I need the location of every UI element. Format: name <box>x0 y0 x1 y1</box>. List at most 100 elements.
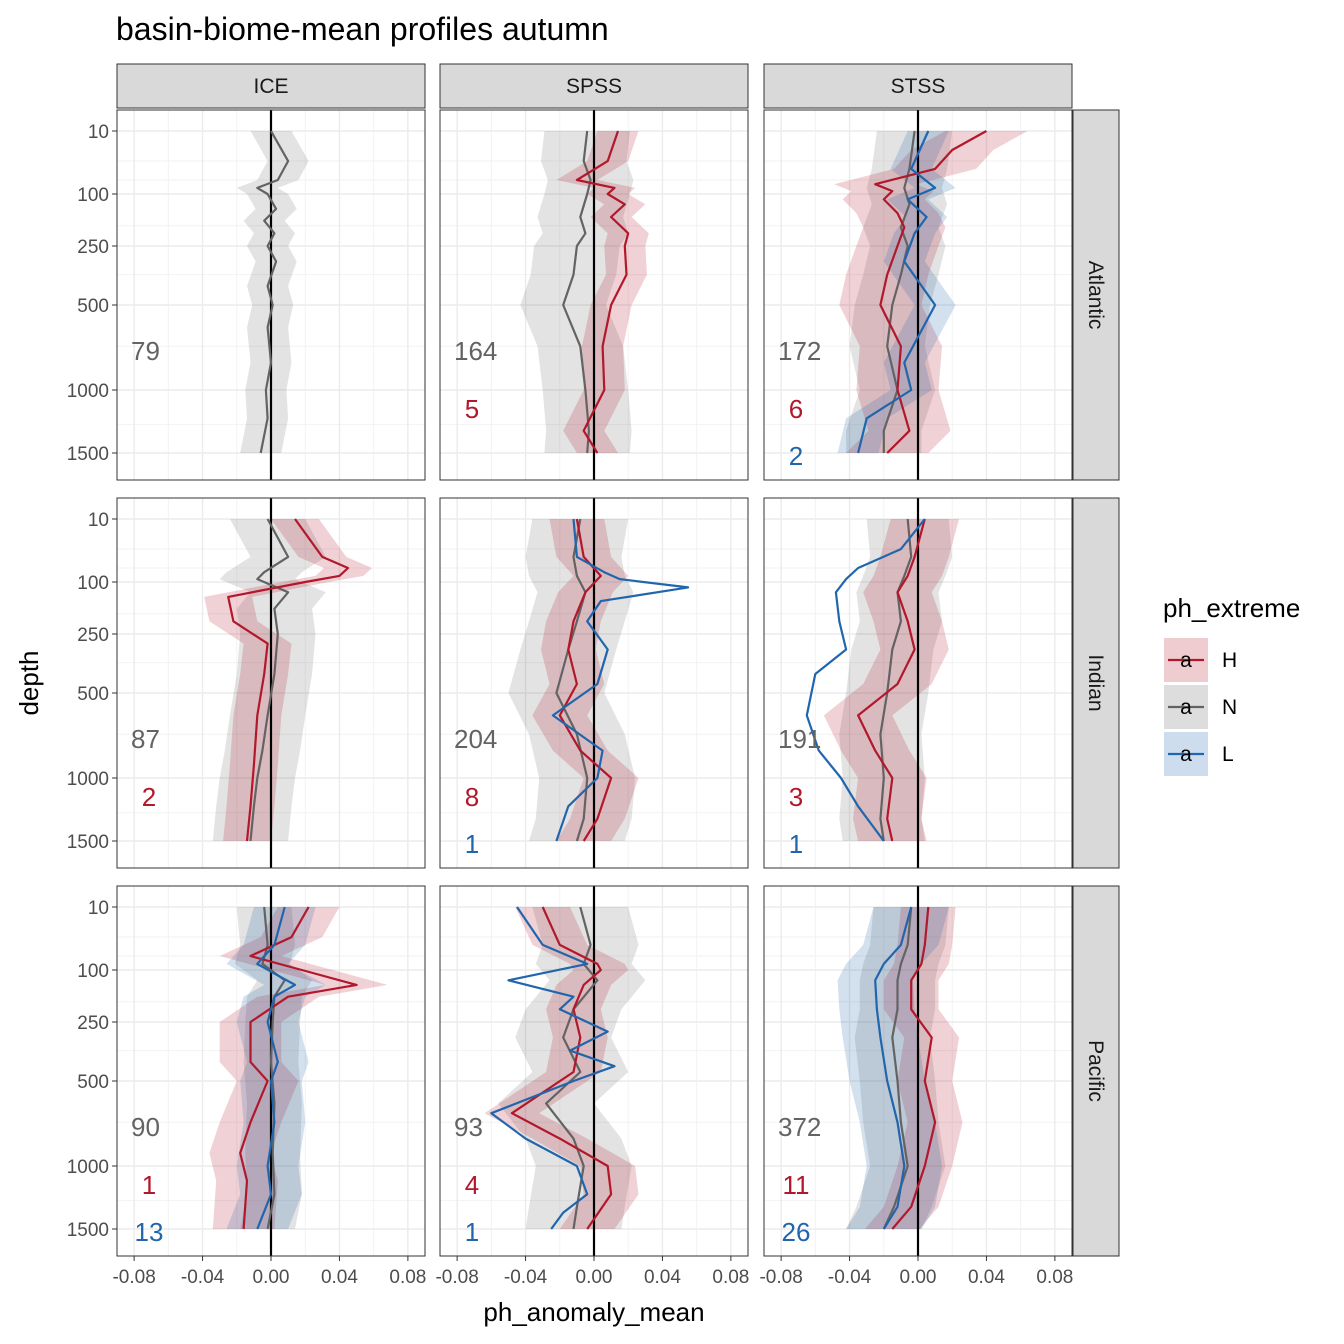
count-label-L: 13 <box>135 1217 164 1247</box>
x-tick-label: 0.08 <box>389 1267 426 1288</box>
ribbon-L <box>837 907 949 1229</box>
panel-border <box>116 109 426 481</box>
column-strip-ice <box>116 63 426 109</box>
series-line-H <box>227 518 350 842</box>
y-tick-label: 10 <box>88 510 109 531</box>
row-strip-label: Pacific <box>1084 1040 1107 1102</box>
count-label-H: 2 <box>142 782 156 812</box>
ribbon-H <box>484 907 639 1229</box>
column-strip-stss <box>763 63 1073 109</box>
ribbon-H <box>532 519 639 841</box>
count-label-L: 1 <box>465 1217 479 1247</box>
y-tick-label: 1500 <box>67 444 109 465</box>
count-label-N: 90 <box>131 1112 160 1142</box>
series-line-H <box>510 906 613 1230</box>
panel-pacific-spss: 93 4 1 <box>439 885 749 1257</box>
y-tick-label: 1500 <box>67 832 109 853</box>
ribbon-N <box>846 907 949 1229</box>
chart-title: basin-biome-mean profiles autumn <box>116 11 609 47</box>
column-strip-label: ICE <box>253 75 288 98</box>
column-strip-label: STSS <box>891 75 946 98</box>
legend-keys: a Ha Na L <box>1164 638 1237 776</box>
count-label-H: 6 <box>789 394 803 424</box>
y-tick-label: 1000 <box>67 769 109 790</box>
count-label-N: 93 <box>454 1112 483 1142</box>
ribbon-N <box>508 519 636 841</box>
panel-border <box>439 109 749 481</box>
y-tick-label: 1500 <box>67 1220 109 1241</box>
legend-key-glyph: a <box>1180 696 1192 719</box>
row-strip-pacific <box>1072 885 1120 1257</box>
ribbon-H <box>834 131 1028 453</box>
series-line-L <box>805 518 926 842</box>
legend-key-glyph: a <box>1180 743 1192 766</box>
ribbon-N <box>846 131 953 453</box>
ribbon-N <box>839 519 953 841</box>
panel-indian-ice: 87 2 <box>116 497 426 869</box>
series-line-L <box>874 906 913 1230</box>
panel-indian-stss: 191 3 1 <box>763 497 1073 869</box>
count-label-H: 11 <box>783 1170 810 1200</box>
count-label-H: 3 <box>789 782 803 812</box>
panel-border <box>116 497 426 869</box>
x-axis-title: ph_anomaly_mean <box>483 1297 704 1327</box>
legend-label: L <box>1222 743 1234 766</box>
ribbon-H <box>556 131 649 453</box>
ribbon-N <box>235 907 313 1229</box>
y-tick-label: 250 <box>77 1013 109 1034</box>
ribbon-H <box>823 519 960 841</box>
ribbon-N <box>520 131 634 453</box>
y-tick-label: 100 <box>77 961 109 982</box>
panel-pacific-stss: 372 11 26 <box>763 885 1073 1257</box>
y-tick-label: 250 <box>77 237 109 258</box>
series-line-H <box>575 130 630 454</box>
panel-pacific-ice: 90 1 13 <box>116 885 426 1257</box>
legend: ph_extreme a Ha Na L <box>1163 593 1300 776</box>
y-tick-label: 1000 <box>67 1157 109 1178</box>
y-tick-label: 1000 <box>67 381 109 402</box>
legend-label: H <box>1222 649 1237 672</box>
y-tick-label: 500 <box>77 684 109 705</box>
series-line-N <box>544 906 599 1230</box>
series-line-H <box>856 518 926 842</box>
legend-title: ph_extreme <box>1163 593 1300 623</box>
x-tick-label: 0.08 <box>1036 1267 1073 1288</box>
count-label-N: 172 <box>778 336 821 366</box>
count-label-N: 204 <box>454 724 497 754</box>
count-label-L: 1 <box>465 829 479 859</box>
count-label-L: 26 <box>782 1217 811 1247</box>
count-label-N: 87 <box>131 724 160 754</box>
legend-label: N <box>1222 696 1237 719</box>
series-line-N <box>256 130 290 454</box>
row-strip-atlantic <box>1072 109 1120 481</box>
series-line-H <box>874 130 987 454</box>
panel-border <box>439 497 749 869</box>
x-tick-label: 0.04 <box>321 1267 358 1288</box>
x-tick-label: -0.08 <box>112 1267 155 1288</box>
panel-border <box>763 109 1073 481</box>
panel-indian-spss: 204 8 1 <box>439 497 749 869</box>
ribbon-H <box>865 907 963 1229</box>
series-line-L <box>490 906 616 1230</box>
x-tick-label: 0.04 <box>968 1267 1005 1288</box>
x-tick-label: -0.08 <box>759 1267 802 1288</box>
count-label-L: 2 <box>789 441 803 471</box>
series-line-N <box>562 130 592 454</box>
ribbon-N <box>498 907 646 1229</box>
y-tick-label: 10 <box>88 122 109 143</box>
series-line-H <box>239 906 358 1230</box>
column-strip-label: SPSS <box>566 75 622 98</box>
ribbon-N <box>212 519 326 841</box>
series-line-H <box>891 906 937 1230</box>
x-tick-label: 0.00 <box>253 1267 290 1288</box>
row-strip-label: Atlantic <box>1084 261 1107 330</box>
count-label-H: 4 <box>465 1170 479 1200</box>
count-label-L: 1 <box>789 829 803 859</box>
x-tick-label: -0.04 <box>828 1267 872 1288</box>
x-tick-label: -0.04 <box>181 1267 225 1288</box>
count-label-N: 372 <box>778 1112 821 1142</box>
